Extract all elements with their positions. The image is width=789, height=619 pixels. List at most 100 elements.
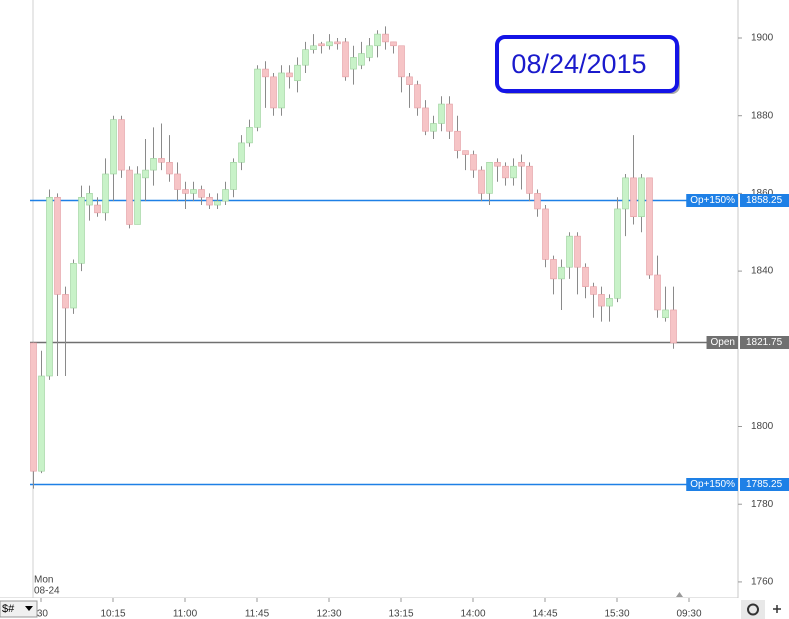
selector-arrow[interactable] [25,606,33,611]
candle-body [518,162,525,167]
candle-body [46,196,53,377]
refresh-icon[interactable] [747,603,759,616]
candle-body [614,208,621,299]
candle-body [302,49,309,66]
candle-body [422,107,429,132]
candle-body [318,43,325,47]
candle-body [566,235,573,268]
candle-body [222,189,229,202]
title-box: 08/24/2015 [495,35,680,94]
reference-label-box [686,478,738,491]
candle-body [278,72,285,109]
reference-label: Op+150% [690,195,735,206]
candle-body [54,196,61,295]
candle-body [182,189,189,194]
candle-body [334,41,341,45]
plot-area: 1760 1780 1800 1840 1860 1880 1900:30 10:15 11:0… [30,26,774,619]
candle-body [646,177,653,276]
candle-body [270,76,277,109]
reference-label: Op+150% [690,479,735,490]
x-tick-label: :30 [34,609,48,619]
candle-body [190,189,197,194]
y-tick-label: 1800 [751,421,774,432]
candle-body [430,123,437,132]
candle-body [414,84,421,109]
candle-body [158,158,165,163]
candle-body [574,235,581,268]
candle-body [38,375,45,472]
session-day: Mon [34,575,53,586]
x-tick-label: 11:00 [173,609,198,619]
x-tick-label: 12:30 [316,609,341,619]
reference-value-box [740,336,789,349]
candle-body [374,33,381,47]
candle-body [294,64,301,82]
candle-body [166,162,173,175]
x-tick-label: 15:30 [604,609,629,619]
candle-body [454,130,461,151]
candle-body [214,200,221,206]
candle-body [550,259,557,280]
candle-body [142,169,149,179]
reference-value: 1858.25 [746,195,783,206]
candle-body [174,173,181,190]
candle-body [654,274,661,311]
y-tick-label: 1780 [751,499,774,510]
candle-body [150,158,157,171]
reference-value: 1785.25 [746,479,783,490]
candle-body [526,165,533,194]
candle-body [206,196,213,206]
scroll-marker [676,592,683,597]
candle-body [110,119,117,175]
candle-body [62,294,69,309]
candle-body [494,162,501,167]
candle-body [198,189,205,198]
candle-body [462,150,469,155]
selector-box[interactable] [0,600,38,618]
candle-body [478,169,485,194]
candle-body [630,177,637,218]
reference-label-box [686,194,738,207]
selector-text[interactable]: $# [2,603,15,615]
y-tick-label: 1880 [751,110,774,121]
candle-body [366,45,373,58]
x-tick-label: 14:45 [532,609,557,619]
candle-body [638,177,645,218]
reference-value: 1821.75 [746,337,783,348]
candle-body [542,208,549,260]
symbol-selector[interactable]: $# [0,600,38,618]
y-tick-label: 1900 [751,33,774,44]
candle-body [486,162,493,194]
y-tick-label: 1840 [751,266,774,277]
candle-body [118,119,125,171]
candle-body [446,103,453,132]
x-tick-label: 11:45 [245,609,270,619]
candle-body [470,154,477,171]
candle-body [30,342,37,472]
session-date: 08-24 [34,586,60,597]
candle-body [94,204,101,214]
x-axis-bar [0,598,789,619]
candle-body [126,169,133,225]
candle-body [134,173,141,225]
y-tick-label: 1860 [751,188,774,199]
candle-body [438,103,445,124]
candle-body [406,76,413,85]
candle-body [382,33,389,43]
candle-body [534,193,541,210]
refresh-bg[interactable] [741,600,765,619]
candle-body [78,196,85,264]
candle-body [398,45,405,78]
x-tick-label: 09:30 [676,609,701,619]
add-button[interactable] [773,605,781,613]
title-frame [495,35,679,93]
reference-label-box [706,336,738,349]
candle-body [262,68,269,78]
x-tick-label: 13:15 [388,609,413,619]
candle-body [230,162,237,190]
refresh-button[interactable] [741,600,765,619]
candle-body [326,41,333,47]
candle-body [358,53,365,66]
candle-body [662,309,669,319]
